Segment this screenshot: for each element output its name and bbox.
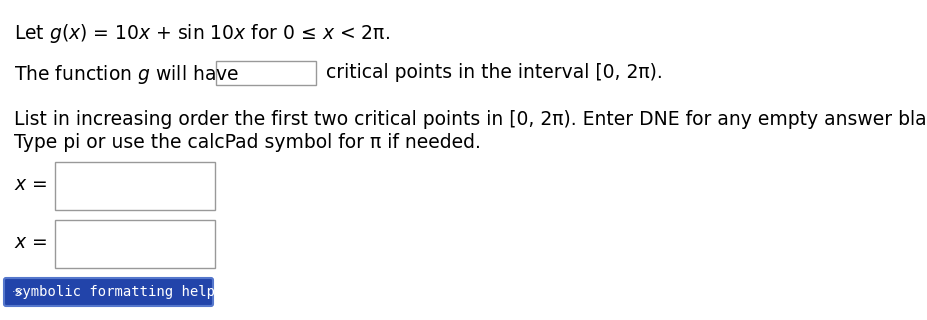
Bar — [55, 220, 215, 268]
Text: $x$ =: $x$ = — [14, 233, 47, 252]
Bar — [9, 283, 27, 301]
Text: Let $g(x)$ = 10$x$ + sin 10$x$ for 0 ≤ $x$ < 2π.: Let $g(x)$ = 10$x$ + sin 10$x$ for 0 ≤ $… — [14, 22, 390, 45]
Bar — [55, 162, 215, 210]
Text: critical points in the interval [0, 2π).: critical points in the interval [0, 2π). — [326, 63, 663, 82]
Text: The function $g$ will have: The function $g$ will have — [14, 63, 239, 86]
Text: Type pi or use the calcPad symbol for π if needed.: Type pi or use the calcPad symbol for π … — [14, 133, 481, 152]
Text: ·×: ·× — [11, 287, 24, 297]
Text: List in increasing order the first two critical points in [0, 2π). Enter DNE for: List in increasing order the first two c… — [14, 110, 927, 129]
Bar — [216, 61, 316, 85]
Text: $x$ =: $x$ = — [14, 174, 47, 194]
FancyBboxPatch shape — [4, 278, 213, 306]
Text: symbolic formatting help: symbolic formatting help — [14, 285, 215, 299]
